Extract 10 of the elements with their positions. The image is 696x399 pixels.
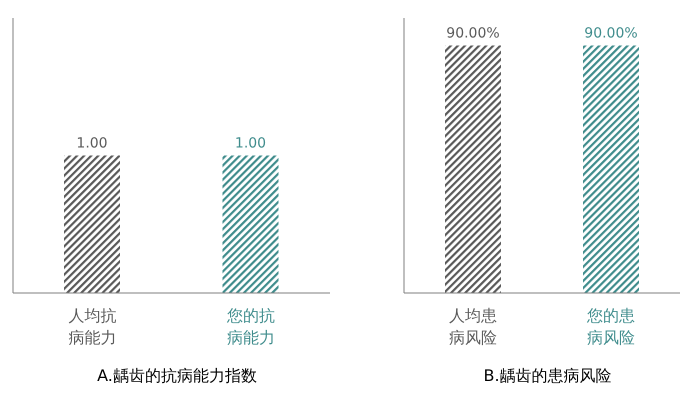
data-label: 1.00 bbox=[234, 136, 266, 152]
data-label: 90.00% bbox=[446, 26, 500, 42]
text: B.龋齿的患病风险 bbox=[482, 366, 613, 387]
x-tick-label: 人均抗病能力 bbox=[68, 306, 116, 347]
x-tick-label: 人均患病风险 bbox=[449, 306, 497, 347]
data-label: 1.00 bbox=[76, 136, 108, 152]
x-tick-label: 您的患病风险 bbox=[586, 306, 635, 347]
data-label: 90.00% bbox=[584, 26, 638, 42]
text: A.龋齿的抗病能力指数 bbox=[96, 366, 258, 387]
x-tick-label: 您的抗病能力 bbox=[226, 306, 275, 347]
